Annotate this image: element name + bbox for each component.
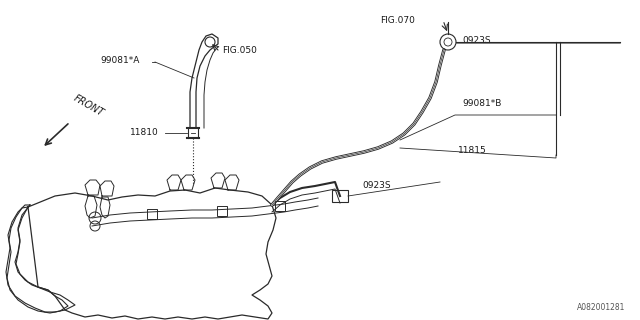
Text: 0923S: 0923S [462, 36, 491, 44]
Text: 0923S: 0923S [362, 180, 390, 189]
Bar [147, 209, 157, 219]
Text: A082001281: A082001281 [577, 303, 625, 312]
Text: 99081*A: 99081*A [100, 55, 140, 65]
Polygon shape [28, 188, 276, 319]
Bar [275, 201, 285, 211]
Text: 11815: 11815 [458, 146, 487, 155]
Text: FIG.070: FIG.070 [380, 15, 415, 25]
Text: FRONT: FRONT [72, 93, 106, 118]
Text: 11810: 11810 [130, 127, 159, 137]
Bar [332, 190, 348, 202]
Text: FIG.050: FIG.050 [222, 45, 257, 54]
Text: 99081*B: 99081*B [462, 99, 501, 108]
Bar [217, 206, 227, 216]
